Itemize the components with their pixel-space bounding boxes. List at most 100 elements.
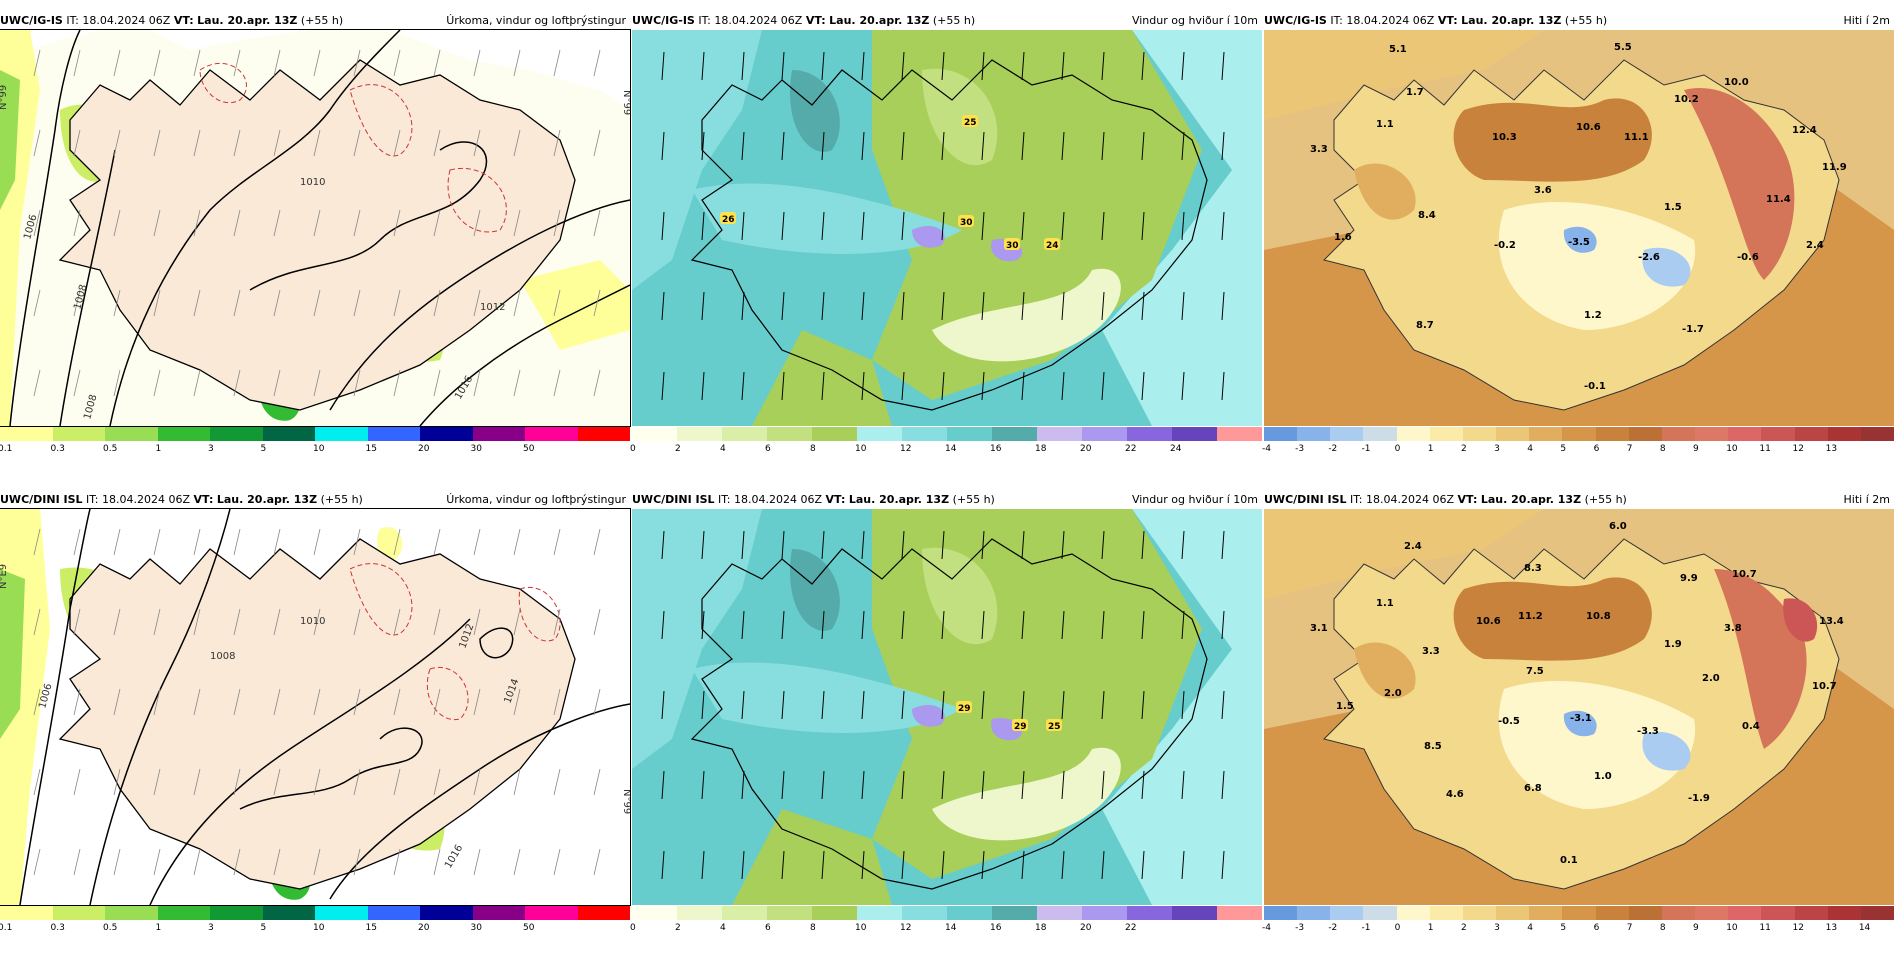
model-name: UWC/DINI ISL: [0, 493, 83, 506]
panel-title: Hiti í 2m: [1843, 14, 1890, 27]
colorbar-tick-label: 4: [720, 444, 726, 454]
issue-time: 18.04.2024 06Z: [1366, 493, 1455, 506]
model-name: UWC/DINI ISL: [1264, 493, 1347, 506]
colorbar-tick-label: 8: [1659, 923, 1666, 933]
colorbar-tick-label: 12: [900, 444, 912, 454]
precip-map: 1006 1008 1010 1012 1016 1008 N°99 N°99: [0, 29, 631, 427]
iceland-land: [58, 59, 576, 411]
colorbar-swatch: [1462, 906, 1497, 920]
colorbar-swatch: [1127, 906, 1172, 920]
temp-value: 11.4: [1766, 194, 1791, 205]
colorbar-swatch: [1172, 427, 1217, 441]
colorbar-swatch: [812, 906, 857, 920]
colorbar-tick-label: -1: [1361, 923, 1371, 933]
colorbar-tick-label: 6: [765, 444, 771, 454]
colorbar-swatch: [1127, 427, 1172, 441]
lat-label: N°99: [621, 90, 630, 115]
temp-value: 8.7: [1416, 320, 1434, 331]
colorbar-tick-label: 0: [630, 444, 636, 454]
colorbar-tick-label: 18: [1035, 444, 1047, 454]
temp-value: 6.0: [1609, 521, 1627, 532]
wind-barbs: [33, 528, 601, 876]
colorbar-tick-label: 3: [208, 444, 214, 454]
colorbar-tick-label: 4: [1527, 444, 1533, 454]
temp-value: 13.4: [1819, 616, 1844, 627]
colorbar-swatch: [677, 906, 722, 920]
lead-time: (+55 h): [1584, 493, 1627, 506]
colorbar-tick-label: 13: [1825, 923, 1838, 933]
colorbar-tick-label: 2: [1460, 444, 1467, 454]
colorbar-tick-label: 3: [1494, 923, 1500, 933]
colorbar-swatch: [1728, 906, 1762, 920]
colorbar-tick-label: -2: [1328, 923, 1338, 933]
colorbar-swatch: [1297, 906, 1331, 920]
colorbar-swatch: [1661, 906, 1696, 920]
colorbar-tick-label: 7: [1626, 444, 1633, 454]
colorbar-tick-label: 12: [1792, 444, 1804, 454]
valid-time: Lau. 20.apr. 13Z: [848, 493, 950, 506]
temperature-values: 5.1 5.5 1.7 10.0 10.2 1.1 10.3 10.6 11.1…: [1310, 42, 1847, 392]
colorbar-tick-label: 18: [1035, 923, 1047, 933]
valid-time: Lau. 20.apr. 13Z: [1480, 493, 1582, 506]
wind-map-svg: 29 29 25: [632, 509, 1262, 905]
wind-barbs: [33, 49, 601, 397]
model-name: UWC/IG-IS: [1264, 14, 1327, 27]
issue-time: 18.04.2024 06Z: [102, 493, 191, 506]
colorbar-swatch: [1562, 427, 1596, 441]
valid-time-label: VT:: [805, 14, 826, 27]
colorbar-tick-label: 0: [1394, 444, 1401, 454]
isobar-label: 1010: [300, 616, 325, 627]
iceland-land: [690, 59, 1208, 411]
temp-value: 10.8: [1586, 611, 1611, 622]
colorbar-tick-label: 0: [630, 923, 636, 933]
colorbar-swatch: [1496, 427, 1530, 441]
temp-value: 10.6: [1576, 122, 1601, 133]
colorbar-swatch: [1429, 427, 1463, 441]
colorbar-tick-label: 30: [470, 444, 482, 454]
colorbar-tick-label: 8: [1659, 444, 1666, 454]
colorbar-swatch: [902, 427, 947, 441]
colorbar-swatch: [52, 427, 105, 441]
lead-time: (+55 h): [1564, 14, 1608, 27]
issue-time-label: IT:: [718, 493, 731, 506]
model-name: UWC/IG-IS: [632, 14, 695, 27]
temp-value: 10.6: [1476, 616, 1501, 627]
temp-value: 11.2: [1518, 611, 1543, 622]
valid-time-label: VT:: [825, 493, 846, 506]
issue-time: 18.04.2024 06Z: [1346, 14, 1435, 27]
model-name: UWC/IG-IS: [0, 14, 63, 27]
colorbar-tick-label: 13: [1825, 444, 1838, 454]
colorbar-swatch: [1363, 906, 1397, 920]
temp-value: 1.1: [1376, 598, 1394, 609]
colorbar-swatch: [52, 906, 105, 920]
colorbar-tick-label: 6: [1593, 923, 1600, 933]
colorbar-tick-label: 1: [1427, 923, 1434, 933]
temperature-contours: [199, 63, 507, 233]
temp-value: 1.1: [1376, 119, 1394, 130]
colorbar-swatch: [1037, 906, 1082, 920]
colorbar-swatch: [472, 427, 525, 441]
temp-value: -1.9: [1688, 793, 1710, 804]
lead-time: (+55 h): [300, 14, 344, 27]
colorbar-swatch: [1695, 906, 1729, 920]
colorbar-swatch: [947, 906, 992, 920]
colorbar-swatch: [262, 906, 315, 920]
panel-title: Hiti í 2m: [1843, 493, 1890, 506]
colorbar-tick-label: 2: [675, 444, 681, 454]
temp-value: 8.4: [1418, 210, 1436, 221]
temp-value: 1.5: [1664, 202, 1682, 213]
colorbar-swatch: [992, 427, 1037, 441]
colorbar-swatch: [210, 427, 263, 441]
colorbar-swatch: [577, 906, 630, 920]
colorbar-tick-label: 14: [945, 444, 957, 454]
temp-value: 10.0: [1724, 77, 1749, 88]
temp-value: 6.8: [1524, 783, 1542, 794]
colorbar-tick-label: 5: [1560, 444, 1567, 454]
wind-barbs: [661, 51, 1225, 401]
colorbar-tick-label: 10: [313, 923, 325, 933]
issue-time-label: IT:: [1350, 493, 1363, 506]
colorbar-tick-label: 15: [365, 923, 377, 933]
colorbar-tick-label: 20: [1080, 923, 1092, 933]
colorbar-swatch: [1529, 906, 1563, 920]
colorbar-tick-label: 50: [523, 923, 535, 933]
